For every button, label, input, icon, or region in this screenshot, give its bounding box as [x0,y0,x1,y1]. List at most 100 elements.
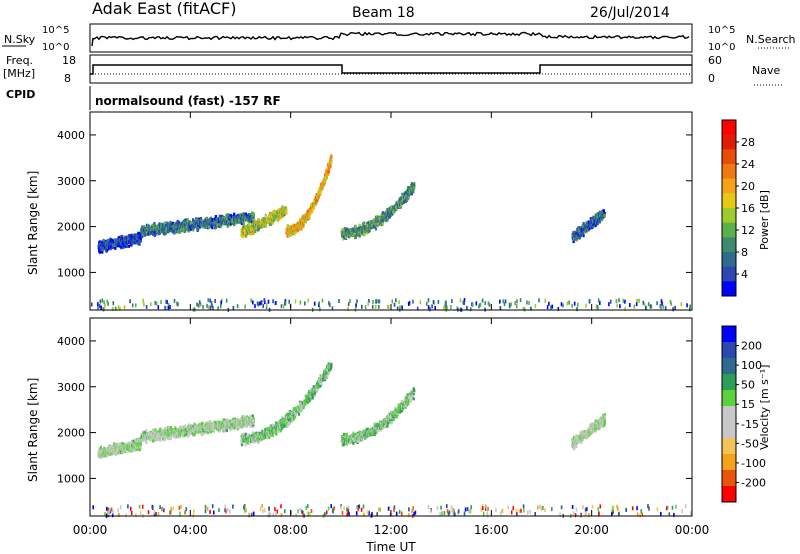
echo-cell [354,229,357,233]
ground-scatter-cell [445,303,447,308]
ground-scatter-cell [232,306,235,310]
ground-scatter-cell [207,298,210,303]
echo-cell [139,442,142,446]
echo-cell [594,213,597,217]
ground-scatter-cell [488,302,491,307]
ground-scatter-cell [367,301,369,306]
echo-cell [329,162,332,166]
echo-cell [142,431,145,435]
echo-cell [177,220,181,224]
echo-cell [577,227,581,231]
ground-scatter-cell [463,301,465,305]
echo-cell [582,230,585,234]
echo-cell [220,223,223,227]
echo-cell [308,216,311,220]
echo-cell [162,437,165,441]
echo-cell [205,216,208,220]
ground-scatter-cell [499,306,502,311]
ground-scatter-cell [395,298,397,303]
ground-scatter-cell [214,299,216,303]
ground-scatter-cell [356,299,358,304]
ground-scatter-cell [642,300,645,305]
ground-scatter-cell [267,299,270,304]
echo-cell [395,208,398,211]
ground-scatter-cell [129,299,131,304]
echo-cell [598,220,601,224]
echo-cell [165,221,168,225]
freq-label: Freq. [6,54,33,67]
echo-cell [245,226,248,230]
echo-cell [367,228,370,232]
ground-scatter-cell [484,301,487,306]
echo-cell [389,214,392,217]
echo-cell [603,212,606,216]
ground-scatter-cell [443,306,445,311]
echo-cell [240,212,243,216]
ground-scatter-cell [595,304,598,309]
echo-cell [404,191,407,195]
ground-scatter-cell [636,299,639,303]
ground-scatter-cell [504,299,507,304]
echo-cell [288,230,291,234]
ground-scatter-cell [664,306,667,311]
echo-cell [105,241,108,245]
ground-scatter-cell [199,302,202,307]
echo-cell [173,231,176,235]
ground-scatter-cell [548,301,550,306]
echo-cell [267,221,271,225]
ground-scatter-cell [198,300,201,305]
ground-scatter-cell [674,305,676,310]
echo-cell [152,430,156,434]
ground-scatter-cell [534,303,537,308]
echo-cell [99,446,102,450]
echo-cell [329,158,333,161]
echo-cell [579,234,582,238]
echo-cell [407,186,410,190]
echo-cell [167,228,171,231]
echo-cell [330,160,333,164]
colorbar-segment [722,178,736,194]
ground-scatter-cell [523,307,526,312]
echo-cell [226,225,229,228]
echo-cell [582,222,585,226]
colorbar-tick-label: 12 [741,224,755,237]
echo-cell [145,429,148,433]
echo-cell [98,250,102,254]
ground-scatter-cell [313,301,316,306]
ground-scatter-cell [260,300,263,305]
ground-scatter-cell [444,304,446,309]
ground-scatter-cell [647,302,650,307]
ground-scatter-cell [266,302,268,307]
echo-cell [319,191,322,195]
ground-scatter-cell [463,298,466,302]
echo-cell [598,210,601,214]
echo-cell [139,237,142,241]
ground-scatter-cell [347,302,350,307]
colorbar-segment [722,120,736,136]
ground-scatter-cell [318,301,320,306]
ground-scatter-cell [347,307,349,312]
ground-scatter-cell [408,301,411,305]
ground-scatter-cell [212,305,214,310]
ground-scatter-cell [150,302,152,307]
echo-cell [264,222,267,226]
echo-cell [106,247,109,251]
echo-cell [121,441,124,445]
ground-scatter-cell [487,301,490,306]
echo-cell [273,218,276,222]
ground-scatter-cell [393,302,396,307]
ground-scatter-cell [98,304,101,309]
ground-scatter-cell [635,302,638,307]
ground-scatter-cell [526,300,528,305]
echo-cell [252,232,255,236]
ground-scatter-cell [427,305,430,310]
echo-cell [172,229,176,233]
echo-cell [306,216,309,220]
ground-scatter-cell [164,305,166,310]
echo-cell [227,222,230,226]
colorbar-tick-label: 16 [741,202,755,215]
echo-cell [302,223,305,227]
echo-cell [225,215,228,218]
echo-cell [143,430,146,434]
echo-cell [407,196,410,200]
